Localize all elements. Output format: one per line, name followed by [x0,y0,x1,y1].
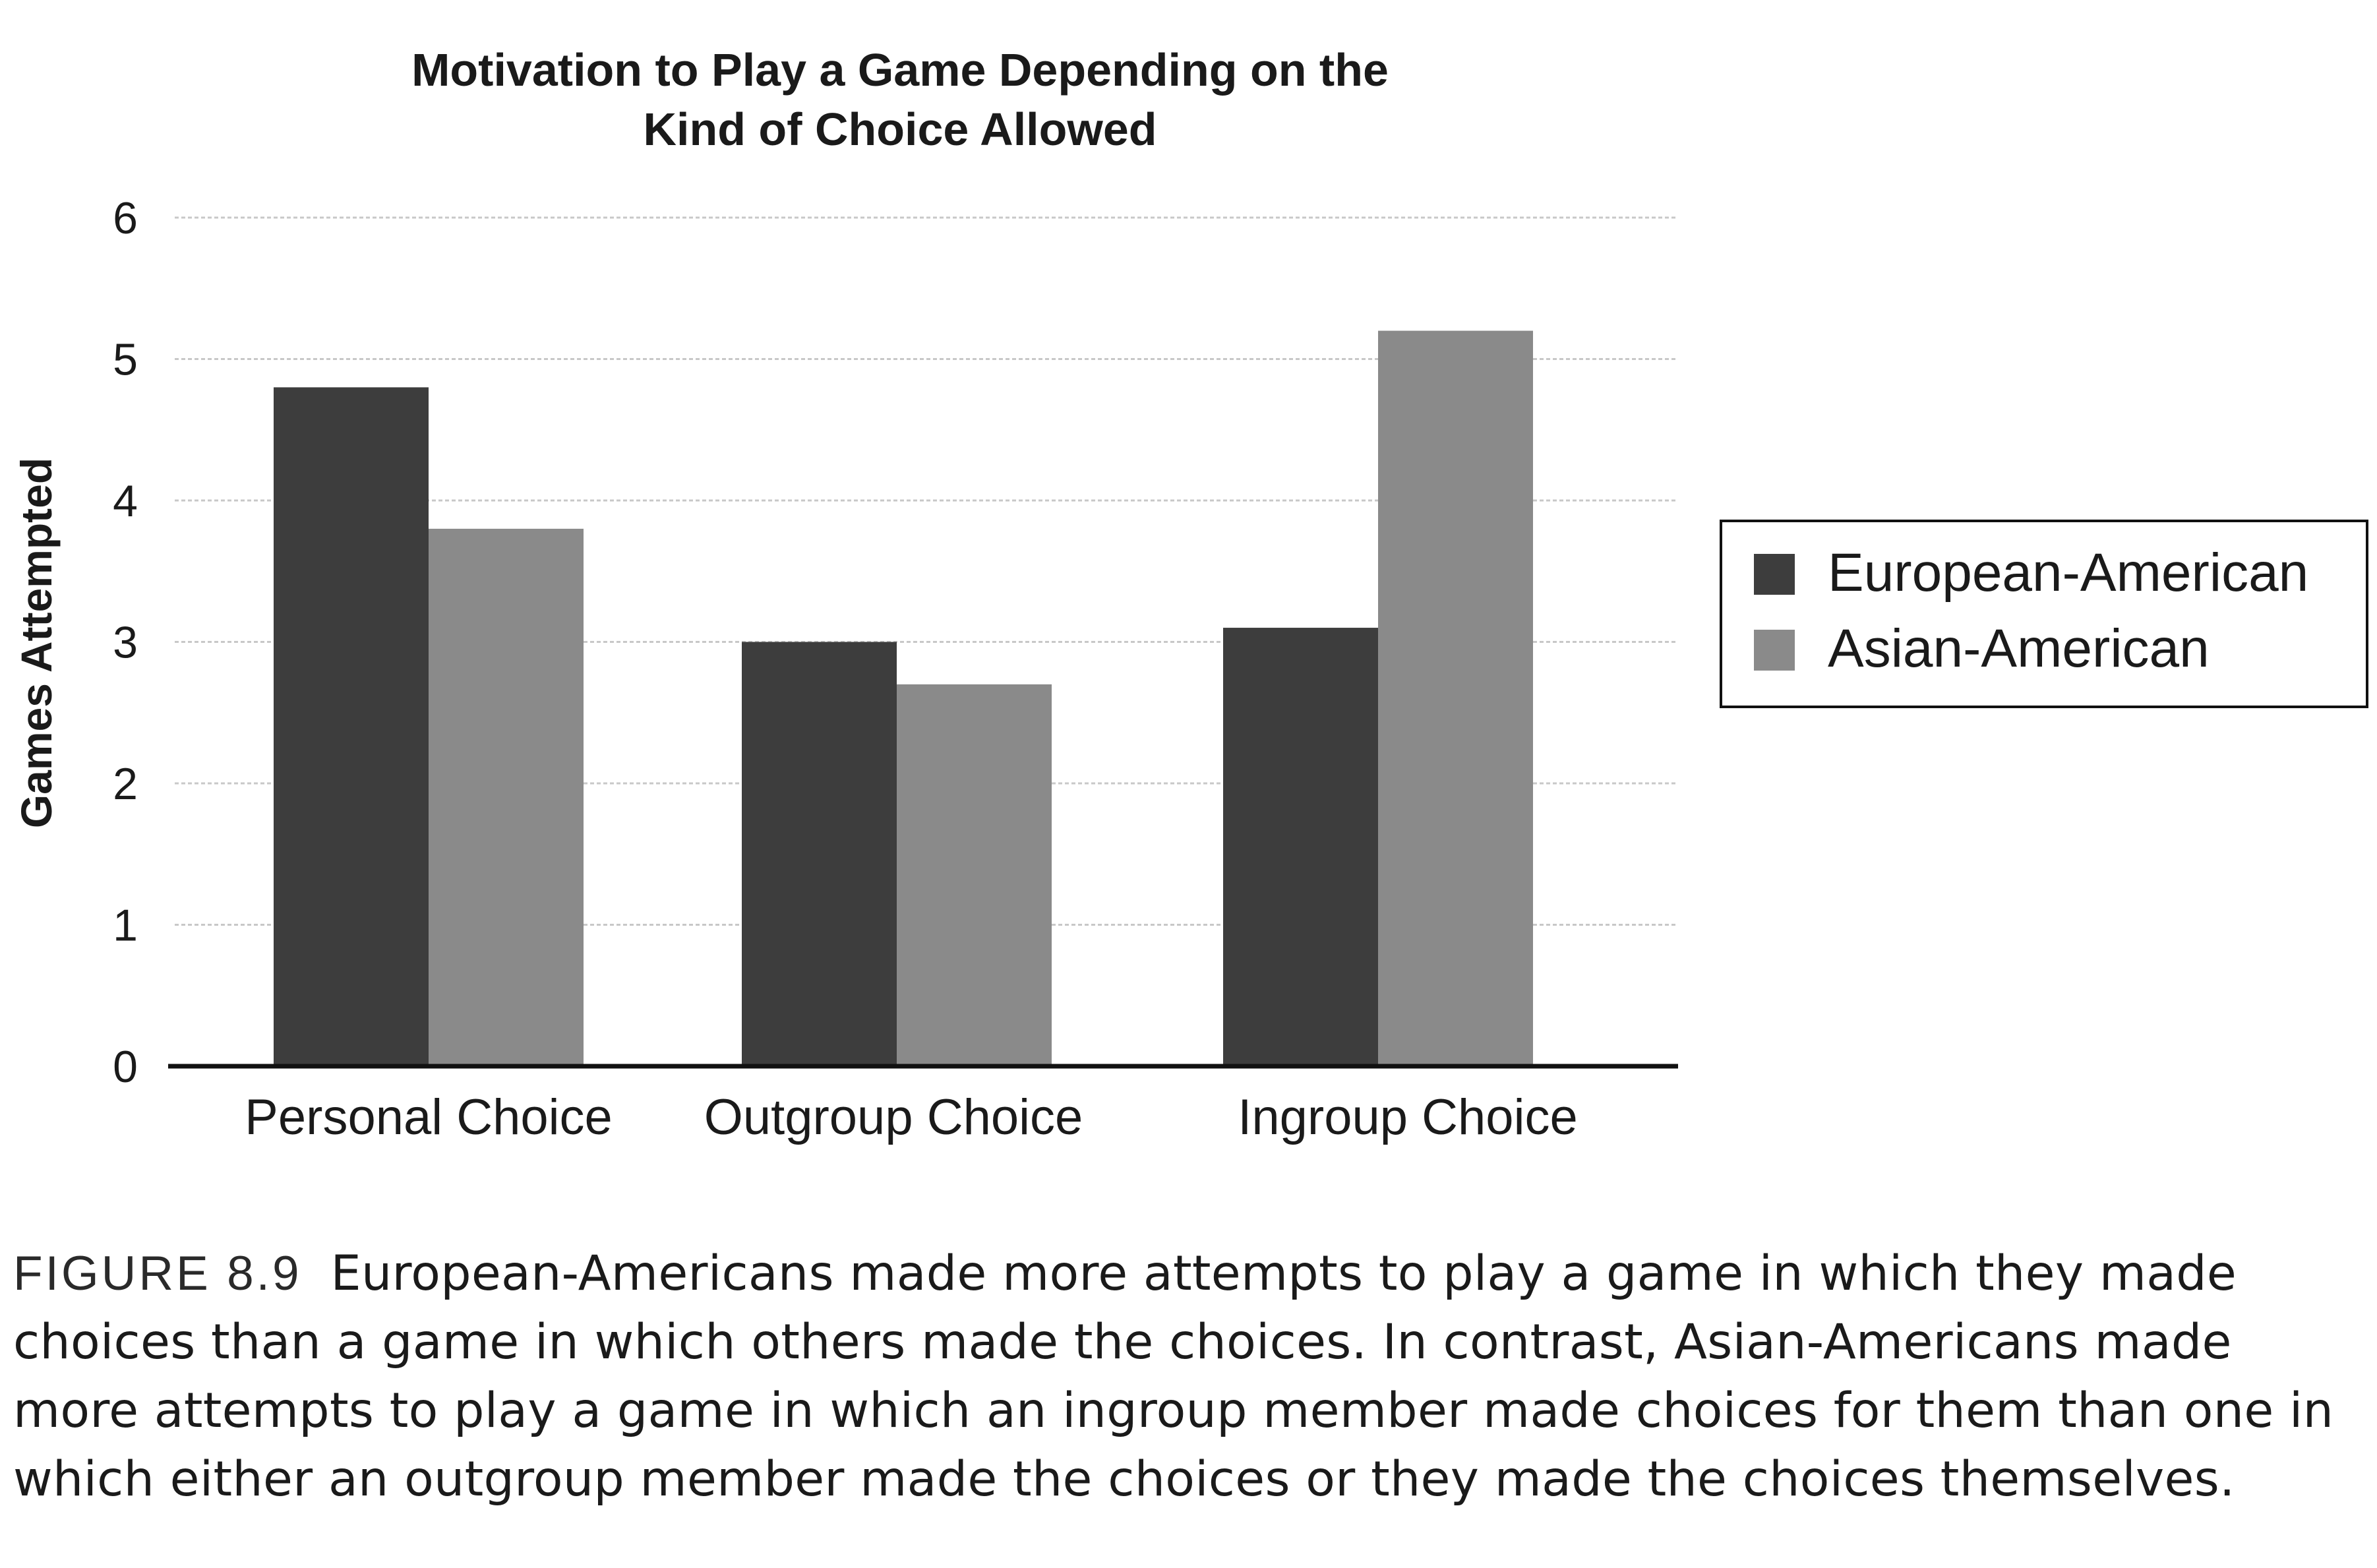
y-tick-label: 3 [113,618,138,668]
y-tick-label: 0 [113,1042,138,1092]
y-tick-label: 5 [113,335,138,385]
bar [429,528,584,1066]
bar-chart: Motivation to Play a Game Depending on t… [12,44,2368,1145]
y-tick-label: 1 [113,901,138,951]
y-tick-label: 4 [113,476,138,526]
y-tick-label: 6 [113,193,138,243]
chart-title-line: Motivation to Play a Game Depending on t… [411,44,1389,96]
legend-swatch [1754,554,1795,595]
caption-text: European-Americans made more attempts to… [13,1246,2334,1507]
legend-box [1720,520,2368,708]
legend-label: European-American [1828,543,2308,603]
chart-title-line: Kind of Choice Allowed [643,104,1157,155]
x-tick-label: Ingroup Choice [1238,1089,1577,1145]
legend-label: Asian-American [1828,618,2210,678]
bar [1378,330,1533,1067]
axes: Personal Choice Outgroup Choice Ingroup Ch… [12,458,1678,1145]
bars [274,330,1533,1067]
figure-caption: FIGURE 8.9 European-Americans made more a… [13,1240,2361,1514]
bar [742,642,897,1066]
x-tick-label: Personal Choice [245,1089,613,1145]
y-tick-label: 2 [113,759,138,809]
chart-title: Motivation to Play a Game Depending on t… [411,44,1389,155]
bar [274,387,429,1066]
x-tick-label: Outgroup Choice [704,1089,1083,1145]
legend: European-American Asian-American [1720,520,2368,708]
bar [1223,628,1378,1066]
legend-swatch [1754,630,1795,671]
bar [897,684,1052,1066]
y-axis-title: Games Attempted [12,458,61,828]
figure-label: FIGURE 8.9 [13,1247,302,1300]
